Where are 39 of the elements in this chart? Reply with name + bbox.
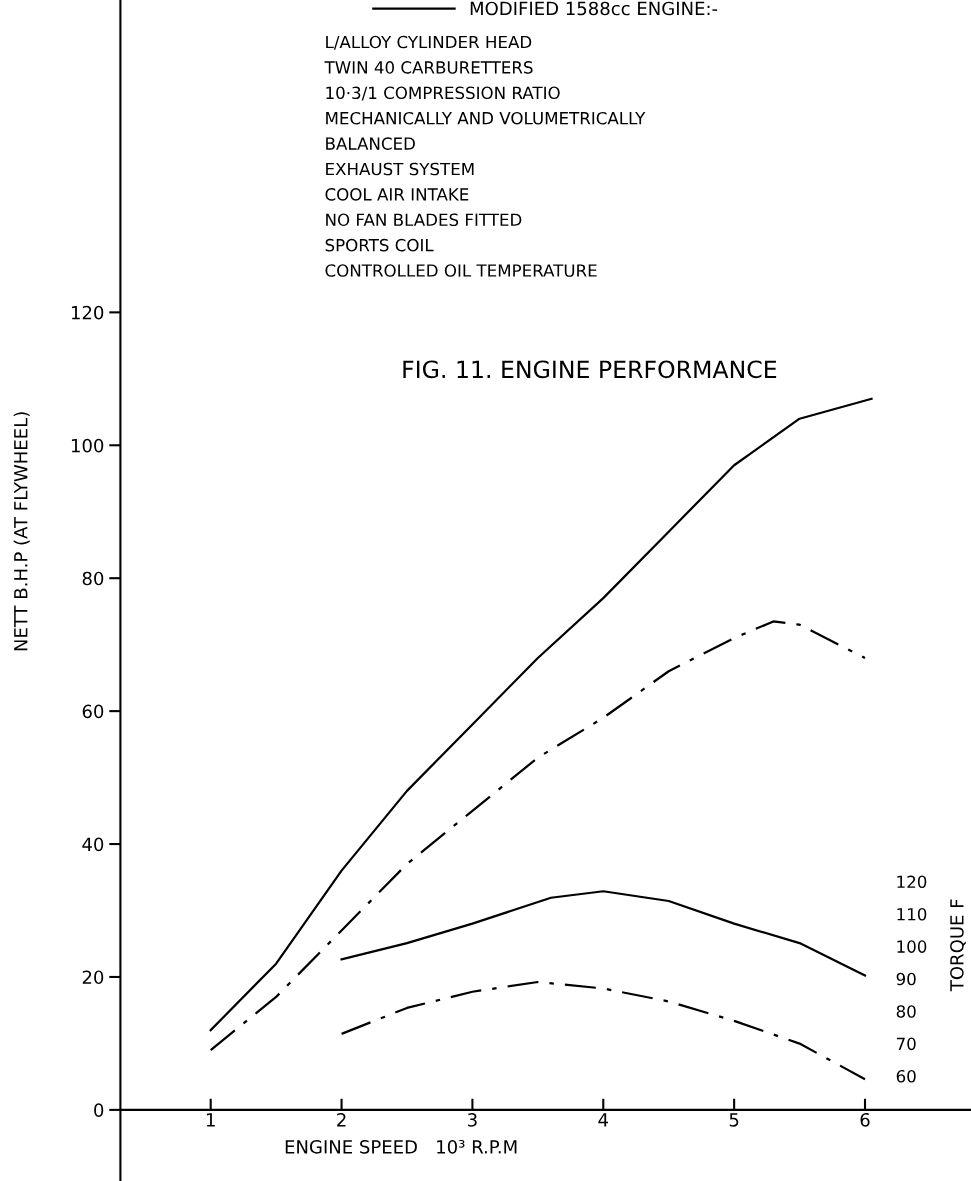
annotation: L/ALLOY CYLINDER HEAD [326,35,532,50]
y-tick-label: 60 [82,704,104,719]
y-tick-label: 40 [82,837,104,852]
annotation: NO FAN BLADES FITTED [326,213,522,227]
y-tick-label: 100 [71,438,104,453]
y2-tick-label: 110 [897,907,927,921]
annotation: CONTROLLED OIL TEMPERATURE [325,264,597,277]
x-tick-label: 3 [468,1112,477,1127]
y-axis-title: NETT B.H.P (AT FLYWHEEL) [13,412,30,651]
y-tick-label: 80 [82,571,104,586]
annotation: EXHAUST SYSTEM [326,162,474,176]
x-axis-title: ENGINE SPEED 10³ R.P.M [285,1139,517,1154]
y2-tick-label: 60 [896,1069,916,1083]
annotation: BALANCED [326,137,415,150]
legend-label: MODIFIED 1588cc ENGINE:- [470,1,718,16]
line-series [209,620,867,1052]
x-tick-label: 4 [598,1113,609,1127]
x-tick-label: 2 [337,1112,346,1127]
annotation: SPORTS COIL [325,238,434,252]
y2-tick-label: 100 [897,940,927,953]
line-series [340,980,867,1081]
y2-axis-title: TORQUE F [950,899,966,992]
text: FIG. 11. ENGINE PERFORMANCE [403,360,777,379]
annotation: COOL AIR INTAKE [325,188,469,201]
line-series [209,397,873,1032]
y2-tick-label: 120 [897,875,927,889]
y-tick-label: 120 [71,305,104,320]
annotation: MECHANICALLY AND VOLUMETRICALLY [326,111,646,125]
x-tick-label: 5 [729,1113,739,1127]
y-tick-label: 20 [82,970,104,985]
x-tick-label: 1 [206,1113,215,1127]
x-tick-label: 6 [860,1112,870,1127]
annotation: TWIN 40 CARBURETTERS [324,61,533,74]
y2-tick-label: 80 [896,1005,916,1018]
annotation: 10·3/1 COMPRESSION RATIO [326,86,560,101]
y-tick-label: 0 [94,1103,104,1117]
line-series [340,890,867,977]
y2-tick-label: 90 [896,972,916,986]
y2-tick-label: 70 [896,1037,916,1051]
